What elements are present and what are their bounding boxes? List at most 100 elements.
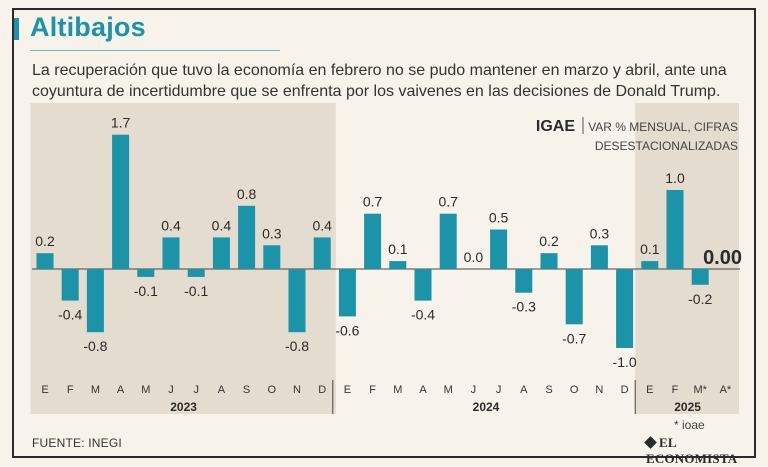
month-label-15: A — [419, 384, 427, 396]
value-label-16: 0.7 — [438, 194, 458, 210]
month-label-20: S — [545, 384, 552, 396]
value-label-1: -0.4 — [58, 307, 82, 323]
month-label-19: A — [520, 384, 528, 396]
value-label-25: 1.0 — [665, 170, 685, 186]
value-label-11: 0.4 — [312, 217, 332, 233]
value-label-7: 0.4 — [212, 217, 232, 233]
month-label-16: M — [444, 384, 453, 396]
title-accent-bar — [14, 18, 19, 40]
bar-10 — [288, 269, 306, 333]
bar-4 — [137, 269, 155, 277]
month-label-24: E — [646, 384, 653, 396]
year-label-2024: 2024 — [473, 400, 500, 414]
value-label-19: -0.3 — [512, 299, 536, 315]
value-label-5: 0.4 — [161, 217, 181, 233]
value-label-22: 0.3 — [590, 225, 610, 241]
bar-12 — [338, 269, 356, 317]
bar-26 — [691, 269, 709, 285]
year-shade-2025 — [635, 103, 739, 414]
bar-13 — [364, 213, 382, 269]
month-label-8: S — [243, 384, 250, 396]
bar-14 — [389, 261, 407, 269]
bar-3 — [112, 134, 130, 269]
publisher-logo: EL ECONOMISTA — [644, 435, 768, 467]
month-label-23: D — [621, 384, 629, 396]
bar-19 — [515, 269, 533, 293]
value-label-10: -0.8 — [285, 338, 309, 354]
month-label-7: A — [218, 384, 226, 396]
unit-label-line2: DESESTACIONALIZADAS — [595, 139, 738, 153]
month-label-11: D — [318, 384, 326, 396]
bar-22 — [590, 245, 608, 269]
value-label-15: -0.4 — [411, 307, 435, 323]
value-label-17: 0.0 — [464, 249, 484, 265]
year-label-2023: 2023 — [170, 400, 197, 414]
year-shade-2023 — [30, 103, 336, 414]
value-label-0: 0.2 — [35, 233, 55, 249]
value-label-14: 0.1 — [388, 241, 408, 257]
month-label-12: E — [344, 384, 351, 396]
month-label-6: J — [193, 384, 199, 396]
value-label-18: 0.5 — [489, 210, 509, 226]
unit-label-line1: VAR % MENSUAL, CIFRAS — [588, 120, 738, 134]
month-label-22: N — [595, 384, 603, 396]
year-label-2025: 2025 — [674, 400, 701, 414]
value-label-21: -0.7 — [562, 330, 586, 346]
indicator-label: IGAE — [536, 118, 575, 135]
bar-8 — [238, 205, 256, 269]
bar-20 — [540, 253, 558, 269]
value-label-23: -1.0 — [613, 354, 637, 370]
logo-icon — [644, 436, 657, 449]
month-label-4: M — [141, 384, 150, 396]
value-label-24: 0.1 — [640, 241, 660, 257]
value-label-4: -0.1 — [134, 283, 158, 299]
month-label-17: J — [471, 384, 477, 396]
source-note: FUENTE: INEGI — [32, 436, 122, 450]
value-label-12: -0.6 — [335, 322, 359, 338]
chart-subtitle: La recuperación que tuvo la economía en … — [32, 62, 727, 100]
month-label-2: M — [91, 384, 100, 396]
month-label-1: F — [67, 384, 74, 396]
value-label-20: 0.2 — [539, 233, 559, 249]
bar-9 — [263, 245, 281, 269]
bar-16 — [439, 213, 457, 269]
month-label-13: F — [369, 384, 376, 396]
bar-7 — [212, 237, 230, 269]
month-label-10: N — [293, 384, 301, 396]
bar-1 — [61, 269, 79, 301]
value-label-2: -0.8 — [83, 338, 107, 354]
bar-23 — [616, 269, 634, 348]
bar-21 — [565, 269, 583, 325]
bar-15 — [414, 269, 432, 301]
value-label-9: 0.3 — [262, 225, 282, 241]
month-label-0: E — [41, 384, 48, 396]
month-label-5: J — [168, 384, 174, 396]
bar-18 — [490, 229, 508, 269]
bar-24 — [641, 261, 659, 269]
chart-title: Altibajos — [30, 12, 146, 42]
month-label-25: F — [672, 384, 679, 396]
bar-25 — [666, 190, 684, 269]
value-label-27: 0.00 — [703, 247, 742, 269]
bar-5 — [162, 237, 180, 269]
bar-11 — [313, 237, 331, 269]
month-label-9: O — [268, 384, 277, 396]
publisher-name: EL ECONOMISTA — [646, 435, 738, 466]
footnote: * ioae — [674, 418, 705, 432]
month-label-3: A — [117, 384, 125, 396]
value-label-8: 0.8 — [237, 186, 257, 202]
month-label-14: M — [393, 384, 402, 396]
bar-2 — [86, 269, 104, 333]
month-label-18: J — [496, 384, 502, 396]
month-label-27: A* — [720, 384, 732, 396]
title-underline — [30, 50, 280, 51]
bar-6 — [187, 269, 205, 277]
value-label-26: -0.2 — [688, 291, 712, 307]
month-label-21: O — [570, 384, 579, 396]
value-label-13: 0.7 — [363, 194, 383, 210]
value-label-6: -0.1 — [184, 283, 208, 299]
bar-0 — [36, 253, 54, 269]
month-label-26: M* — [693, 384, 707, 396]
value-label-3: 1.7 — [111, 115, 131, 131]
